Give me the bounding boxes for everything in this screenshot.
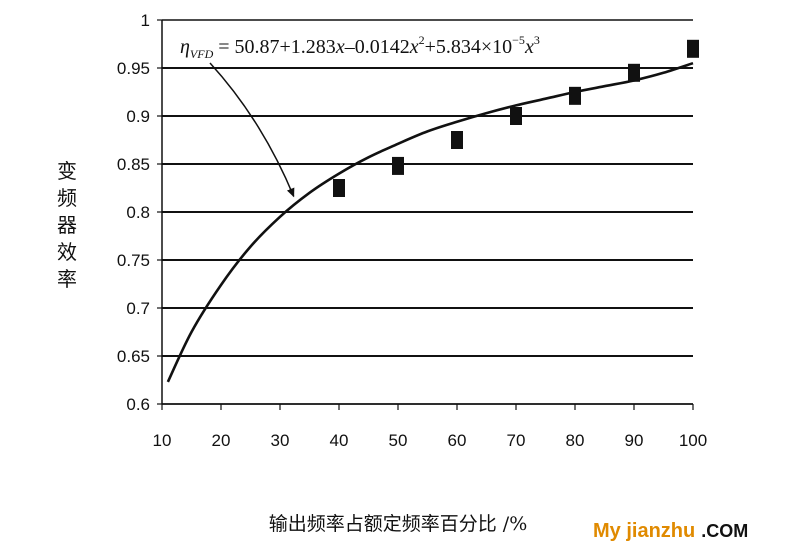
x-tick-label: 70 (507, 431, 526, 450)
data-point-marker (569, 86, 581, 105)
x-tick-label: 80 (566, 431, 585, 450)
watermark-suffix: .COM (701, 521, 748, 541)
data-point-marker (333, 179, 345, 197)
eq-eta: η (180, 36, 190, 58)
y-axis-label-char: 效 (57, 240, 77, 264)
x-tick-label: 90 (625, 431, 644, 450)
data-point-marker (392, 156, 404, 175)
data-point-marker (628, 63, 640, 82)
y-axis-label-char: 变 (57, 159, 77, 183)
x-tick-label: 100 (679, 431, 707, 450)
x-tick-label: 40 (330, 431, 349, 450)
equation-annotation: ηVFD = 50.87+1.283x–0.0142x2+5.834×10−5x… (180, 33, 540, 61)
x-tick-label: 20 (212, 431, 231, 450)
fitted-curve-line (166, 61, 694, 383)
y-tick-label: 0.6 (126, 395, 150, 414)
x-tick-label: 10 (153, 431, 172, 450)
data-point-marker (451, 131, 463, 149)
y-tick-label: 0.85 (117, 155, 150, 174)
y-tick-label: 0.8 (126, 203, 150, 222)
eq-minus: –0.0142 (344, 36, 410, 58)
data-point-marker (510, 107, 522, 125)
eq-equals: = 50.87+1.283 (213, 36, 336, 58)
data-point-marker (687, 39, 699, 58)
y-tick-label: 0.75 (117, 251, 150, 270)
y-tick-label: 0.7 (126, 299, 150, 318)
y-axis-label-char: 率 (57, 267, 77, 291)
y-tick-label: 0.95 (117, 59, 150, 78)
measured-points-series (333, 39, 699, 197)
x-tick-label: 60 (448, 431, 467, 450)
y-axis-label-char: 频 (57, 186, 77, 210)
x-tick-label: 50 (389, 431, 408, 450)
annotation-arrow (209, 62, 295, 198)
y-tick-labels: 0.6 0.65 0.7 0.75 0.8 0.85 0.9 0.95 1 (117, 11, 150, 414)
fitted-curve-series (166, 61, 694, 383)
x-tick-labels: 10 20 30 40 50 60 70 80 90 100 (153, 431, 708, 450)
eq-x1: x (335, 36, 345, 58)
y-tick-label: 0.65 (117, 347, 150, 366)
watermark-prefix: My jianzhu (593, 520, 695, 542)
eq-subscript: VFD (190, 47, 214, 61)
watermark-logo: My jianzhu .COM (593, 520, 748, 542)
eq-exp-neg5: −5 (512, 33, 525, 47)
axes (157, 19, 694, 410)
y-axis-label-char: 器 (57, 213, 77, 237)
y-tick-label: 0.9 (126, 107, 150, 126)
y-tick-label: 1 (141, 11, 150, 30)
eq-x3: x (524, 36, 534, 58)
grid-lines (162, 19, 693, 405)
eq-x2: x (409, 36, 419, 58)
eq-exp2: 2 (419, 33, 425, 47)
eq-exp3: 3 (534, 33, 540, 47)
x-axis-label: 输出频率占额定频率百分比 /% (269, 513, 528, 535)
eq-plus: +5.834×10 (425, 36, 513, 58)
x-tick-label: 30 (271, 431, 290, 450)
